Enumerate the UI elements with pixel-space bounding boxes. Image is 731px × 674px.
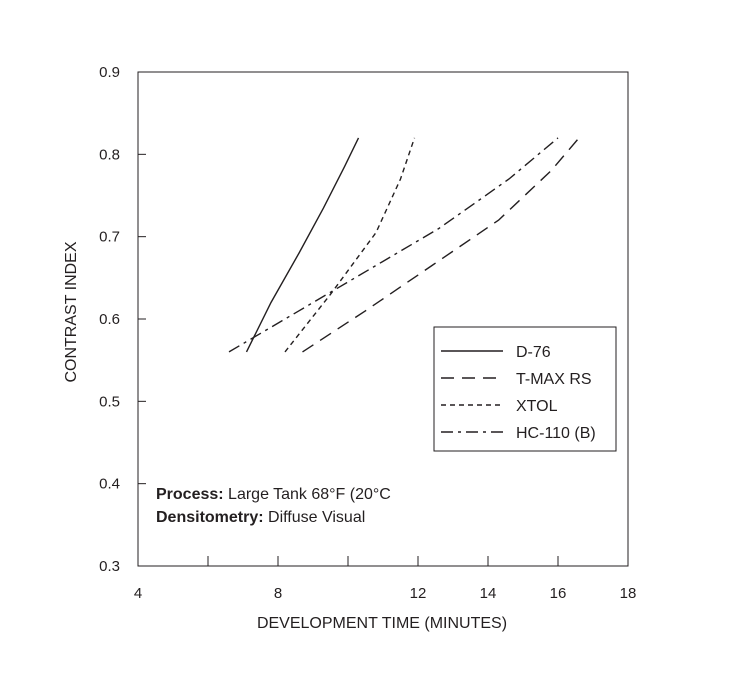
y-tick-label: 0.5 xyxy=(99,393,120,410)
x-tick-label: 18 xyxy=(620,585,637,602)
y-tick-label: 0.7 xyxy=(99,229,120,246)
y-tick-label: 0.9 xyxy=(99,64,120,81)
x-tick-label: 8 xyxy=(274,585,282,602)
series-line-hc-110-b xyxy=(228,137,559,353)
annotation-process-value: Large Tank 68°F (20°C xyxy=(224,486,391,503)
legend-box xyxy=(433,326,617,452)
legend-label-t-max-rs: T-MAX RS xyxy=(516,371,592,388)
series-lines xyxy=(228,137,580,353)
y-tick-label: 0.3 xyxy=(99,558,120,575)
annotation-densitometry-value: Diffuse Visual xyxy=(264,509,366,526)
annotation: Process: Large Tank 68°F (20°C Densitome… xyxy=(156,486,391,526)
legend-label-xtol: XTOL xyxy=(516,398,558,415)
annotation-process-label: Process: xyxy=(156,486,224,503)
series-line-t-max-rs xyxy=(302,137,580,353)
series-line-xtol xyxy=(284,137,416,353)
annotation-densitometry-label: Densitometry: xyxy=(156,509,264,526)
x-axis-title: DEVELOPMENT TIME (MINUTES) xyxy=(257,615,507,632)
legend-label-hc-110-b: HC-110 (B) xyxy=(516,425,596,442)
y-axis-title: CONTRAST INDEX xyxy=(63,241,80,382)
series-line-d-76 xyxy=(245,137,360,353)
y-tick-label: 0.8 xyxy=(99,146,120,163)
y-tick-label: 0.4 xyxy=(99,476,120,493)
x-tick-label: 4 xyxy=(134,585,142,602)
x-tick-label: 14 xyxy=(480,585,497,602)
x-axis-ticks: 4 8 12 14 16 18 xyxy=(134,556,637,602)
y-axis-ticks: 0.3 0.4 0.5 0.6 0.7 0.8 0.9 xyxy=(99,64,146,575)
legend-label-d-76: D-76 xyxy=(516,344,551,361)
x-tick-label: 12 xyxy=(410,585,427,602)
annotation-densitometry: Densitometry: Diffuse Visual xyxy=(156,509,365,526)
annotation-process: Process: Large Tank 68°F (20°C xyxy=(156,486,391,503)
y-tick-label: 0.6 xyxy=(99,311,120,328)
legend: D-76 T-MAX RS XTOL HC-110 (B) xyxy=(433,326,617,452)
x-tick-label: 16 xyxy=(550,585,567,602)
